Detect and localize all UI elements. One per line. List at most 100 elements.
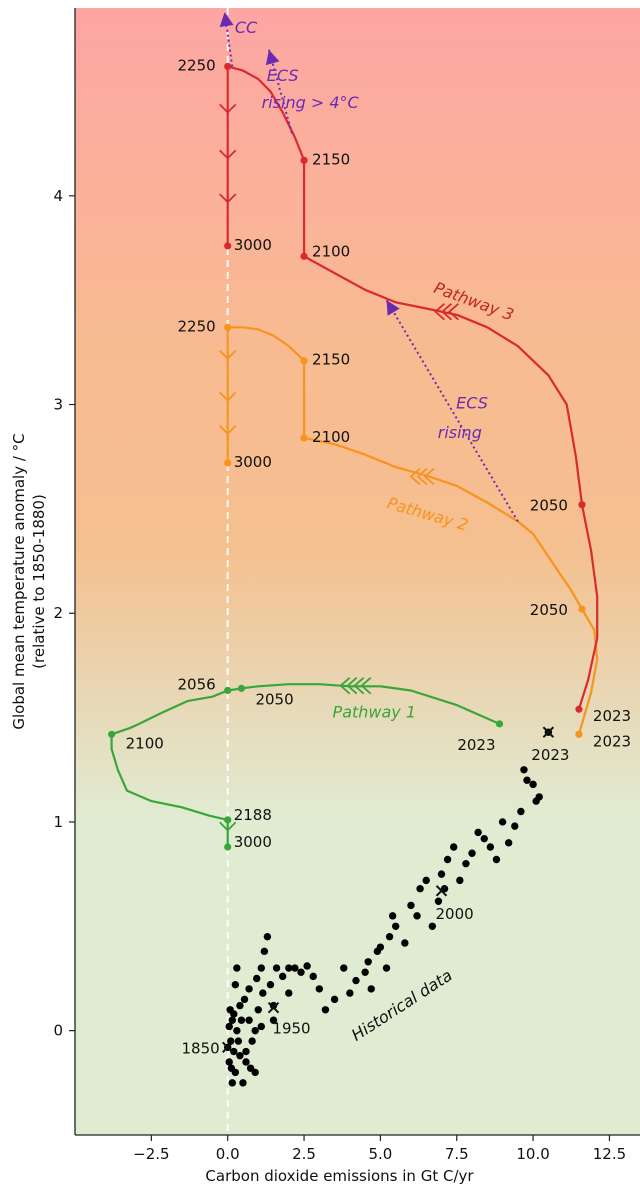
series-line-pathway-3 xyxy=(226,65,599,710)
historical-point-70 xyxy=(504,839,513,847)
year-label-16: 2250 xyxy=(178,317,216,335)
historical-point-7 xyxy=(233,1026,241,1035)
x-tick-label-3: 5.0 xyxy=(368,1145,392,1163)
historical-point-46 xyxy=(364,958,372,966)
direction-chevron-orange-left-1 xyxy=(416,467,428,486)
x-tick-label-0: −2.5 xyxy=(133,1145,169,1163)
historical-point-35 xyxy=(297,968,305,976)
dotted-arrow-head-2 xyxy=(386,300,400,316)
x-tick-label-6: 12.5 xyxy=(593,1145,626,1163)
historical-point-57 xyxy=(428,922,437,930)
year-label-6: 2050 xyxy=(255,690,293,708)
direction-chevron-orange-left-0 xyxy=(409,467,421,486)
historical-cross-1 xyxy=(267,1001,280,1014)
series-marker-2-1 xyxy=(578,605,586,613)
direction-chevron-orange-0-0 xyxy=(219,349,237,360)
series-marker-3-4 xyxy=(224,62,232,71)
year-label-0: 1850 xyxy=(182,1039,220,1057)
historical-point-83 xyxy=(245,1016,253,1024)
year-label-20: 2250 xyxy=(178,56,216,74)
historical-point-48 xyxy=(376,943,385,951)
historical-point-41 xyxy=(340,964,348,972)
direction-chevron-green-0 xyxy=(219,821,237,832)
x-axis-title: Carbon dioxide emissions in Gt C/yr xyxy=(205,1167,474,1185)
historical-point-42 xyxy=(346,989,354,997)
historical-point-23 xyxy=(257,964,265,972)
historical-point-38 xyxy=(315,985,324,993)
series-marker-1-3 xyxy=(108,730,116,738)
series-marker-2-3 xyxy=(300,357,308,365)
historical-point-66 xyxy=(480,834,488,843)
historical-point-63 xyxy=(462,859,470,868)
historical-point-86 xyxy=(228,1079,236,1087)
historical-point-59 xyxy=(437,870,446,878)
historical-point-43 xyxy=(352,976,360,985)
plot-background xyxy=(75,8,640,1135)
historical-cross-0 xyxy=(221,1041,234,1054)
historical-point-20 xyxy=(251,1026,259,1035)
historical-point-3 xyxy=(228,1016,236,1024)
series-marker-3-5 xyxy=(224,242,232,250)
historical-point-56 xyxy=(422,876,430,885)
historical-point-50 xyxy=(388,912,397,920)
historical-point-32 xyxy=(278,972,287,981)
series-marker-3-2 xyxy=(300,252,308,260)
historical-point-45 xyxy=(367,985,375,993)
historical-cross-2 xyxy=(435,885,448,897)
historical-point-87 xyxy=(382,964,391,972)
historical-point-79 xyxy=(269,1016,278,1024)
historical-point-34 xyxy=(291,964,299,972)
series-marker-1-5 xyxy=(224,843,232,851)
historical-point-52 xyxy=(401,939,409,947)
year-label-12: 2050 xyxy=(530,601,568,619)
direction-chevron-green-left-1 xyxy=(346,676,358,695)
y-tick-label-1: 1 xyxy=(53,813,63,831)
historical-point-16 xyxy=(240,995,249,1004)
y-axis-title-line-0: Global mean temperature anomaly / °C xyxy=(10,433,28,729)
historical-point-24 xyxy=(260,947,269,956)
series-marker-2-0 xyxy=(575,730,583,738)
historical-point-84 xyxy=(251,1068,259,1077)
historical-point-33 xyxy=(285,989,293,997)
year-label-14: 2100 xyxy=(312,428,350,446)
historical-point-80 xyxy=(285,964,293,972)
historical-cross-3 xyxy=(542,726,555,738)
historical-point-17 xyxy=(245,985,253,993)
series-marker-1-0 xyxy=(495,720,504,728)
historical-point-10 xyxy=(225,1022,233,1031)
x-tick-label-1: 0.0 xyxy=(216,1145,240,1163)
direction-chevron-green-left-0 xyxy=(339,676,351,695)
series-marker-2-2 xyxy=(300,434,308,442)
year-label-13: 2050 xyxy=(530,497,568,515)
historical-point-37 xyxy=(309,972,317,981)
direction-chevron-red-left-2 xyxy=(448,302,459,321)
x-tick-label-2: 2.5 xyxy=(292,1145,316,1163)
historical-point-51 xyxy=(391,922,400,930)
historical-point-30 xyxy=(233,964,241,972)
y-tick-label-2: 2 xyxy=(53,604,63,622)
historical-point-44 xyxy=(361,968,369,976)
series-marker-2-4 xyxy=(224,323,232,331)
historical-point-12 xyxy=(236,1001,244,1010)
historical-point-81 xyxy=(242,1058,250,1066)
year-label-18: 2100 xyxy=(312,242,350,260)
series-marker-3-0 xyxy=(575,705,583,713)
year-label-19: 2150 xyxy=(312,150,350,168)
x-tick-label-4: 7.5 xyxy=(445,1145,469,1163)
year-label-8: 2188 xyxy=(234,806,272,824)
historical-point-73 xyxy=(523,776,531,784)
series-marker-1-4 xyxy=(224,816,232,824)
direction-chevron-red-left-1 xyxy=(441,302,452,321)
historical-point-55 xyxy=(416,885,424,893)
year-label-1: 1950 xyxy=(272,1020,310,1038)
historical-point-74 xyxy=(529,780,537,789)
direction-chevron-green-left-3 xyxy=(360,676,372,695)
historical-point-77 xyxy=(520,766,528,774)
annotation-4: CC xyxy=(235,18,258,37)
historical-point-18 xyxy=(248,1037,256,1045)
series-marker-1-2 xyxy=(237,684,246,692)
annotation-6: rising xyxy=(438,423,482,442)
annotation-7: ECS xyxy=(267,66,299,85)
year-label-2: 2000 xyxy=(435,905,473,923)
